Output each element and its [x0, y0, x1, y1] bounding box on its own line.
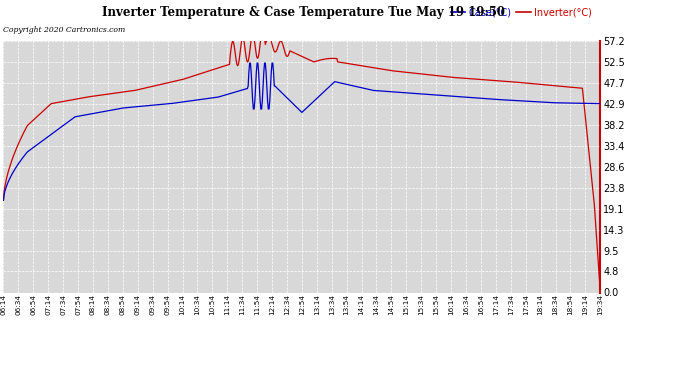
Legend: Case(°C), Inverter(°C): Case(°C), Inverter(°C)	[447, 3, 595, 21]
Text: Copyright 2020 Cartronics.com: Copyright 2020 Cartronics.com	[3, 26, 126, 34]
Text: Inverter Temperature & Case Temperature Tue May 19 19:50: Inverter Temperature & Case Temperature …	[102, 6, 505, 19]
